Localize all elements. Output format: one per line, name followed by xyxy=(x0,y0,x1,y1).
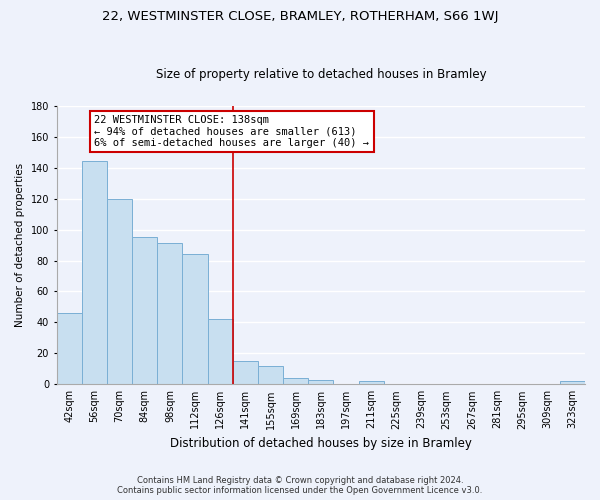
Bar xyxy=(182,254,208,384)
Text: 22, WESTMINSTER CLOSE, BRAMLEY, ROTHERHAM, S66 1WJ: 22, WESTMINSTER CLOSE, BRAMLEY, ROTHERHA… xyxy=(102,10,498,23)
Bar xyxy=(359,381,384,384)
Y-axis label: Number of detached properties: Number of detached properties xyxy=(15,163,25,327)
Bar xyxy=(560,381,585,384)
Bar xyxy=(283,378,308,384)
Text: Contains HM Land Registry data © Crown copyright and database right 2024.
Contai: Contains HM Land Registry data © Crown c… xyxy=(118,476,482,495)
Bar xyxy=(56,313,82,384)
Bar xyxy=(233,361,258,384)
Bar xyxy=(308,380,334,384)
Bar xyxy=(107,198,132,384)
Bar xyxy=(82,162,107,384)
Text: 22 WESTMINSTER CLOSE: 138sqm
← 94% of detached houses are smaller (613)
6% of se: 22 WESTMINSTER CLOSE: 138sqm ← 94% of de… xyxy=(94,115,370,148)
Bar xyxy=(157,244,182,384)
Bar xyxy=(132,238,157,384)
Bar xyxy=(258,366,283,384)
X-axis label: Distribution of detached houses by size in Bramley: Distribution of detached houses by size … xyxy=(170,437,472,450)
Title: Size of property relative to detached houses in Bramley: Size of property relative to detached ho… xyxy=(155,68,486,81)
Bar xyxy=(208,320,233,384)
